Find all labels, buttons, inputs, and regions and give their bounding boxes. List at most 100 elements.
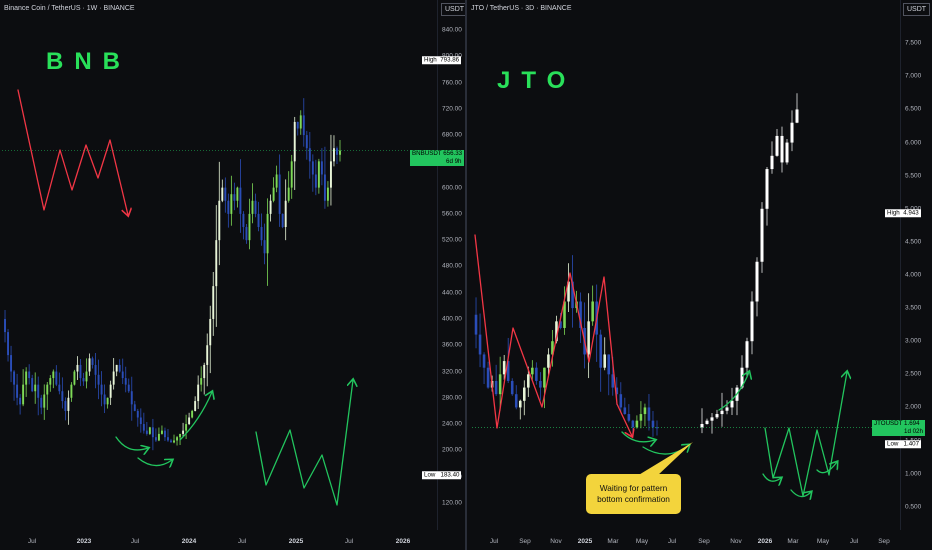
candle	[281, 213, 284, 229]
time-tick-label: Nov	[730, 538, 742, 545]
candle	[245, 223, 248, 244]
candle	[547, 348, 550, 375]
price-tick-label: 5.500	[905, 172, 922, 180]
bnb-plot-area[interactable]	[0, 0, 465, 550]
candle	[254, 193, 257, 218]
candle	[567, 263, 570, 313]
candle	[148, 426, 151, 435]
projected-candle	[720, 392, 724, 427]
candle	[28, 364, 31, 385]
candle	[79, 359, 82, 387]
candle	[127, 378, 130, 393]
candle	[19, 394, 22, 415]
candle	[296, 121, 299, 136]
time-tick-label: 2024	[181, 538, 197, 545]
price-tick-label: 2.500	[905, 370, 922, 378]
candle	[627, 404, 631, 423]
candle	[233, 182, 236, 211]
candle	[151, 418, 154, 451]
jto-green-bottom-arc-1[interactable]	[621, 431, 655, 442]
jto-price-axis-separator	[900, 0, 901, 530]
candle	[115, 364, 118, 377]
bnb-green-bottom-arc-1[interactable]	[115, 436, 148, 450]
candle	[16, 373, 19, 406]
jto-last-price-tag: JTOUSDT 1.694 1d 02h	[872, 420, 925, 436]
jto-green-w-pattern[interactable]	[764, 372, 847, 497]
candle	[623, 397, 627, 415]
price-tick-label: 240.00	[442, 420, 462, 428]
bnb-green-rise-arrow[interactable]	[179, 392, 212, 441]
candle	[163, 427, 166, 442]
candle	[182, 422, 185, 438]
candle	[478, 313, 482, 368]
jto-high-value: 4.943	[903, 209, 919, 217]
jto-low-value: 1.407	[903, 440, 920, 448]
candle	[498, 356, 502, 411]
candle	[482, 352, 486, 385]
candle	[145, 421, 148, 436]
jto-green-rise-arrow[interactable]	[718, 372, 749, 411]
candle	[64, 397, 67, 421]
candle	[25, 367, 28, 397]
candle	[7, 329, 10, 362]
bnb-red-m-pattern[interactable]	[17, 89, 128, 215]
bnb-green-bottom-arc-2[interactable]	[137, 457, 172, 466]
bnb-low-value: 183.40	[440, 471, 460, 479]
bnb-currency-button[interactable]: USDT	[441, 3, 465, 16]
candle	[284, 179, 287, 241]
candle	[518, 399, 522, 420]
candle	[607, 354, 611, 396]
candle	[263, 223, 266, 265]
candle	[510, 378, 514, 396]
jto-plot-area[interactable]	[467, 0, 932, 550]
pane-divider[interactable]	[465, 0, 467, 550]
candle	[514, 385, 518, 410]
candle	[94, 352, 97, 389]
candle	[272, 177, 275, 203]
bnb-chart-pane[interactable]: Binance Coin / TetherUS · 1W · BINANCE U…	[0, 0, 465, 550]
jto-low-tag: Low 1.407	[885, 440, 922, 448]
candle	[130, 376, 133, 421]
candle	[191, 409, 194, 419]
price-tick-label: 360.00	[442, 341, 462, 349]
jto-green-arc-b[interactable]	[790, 489, 811, 497]
candle	[635, 415, 639, 429]
candle-series	[474, 255, 659, 437]
jto-chart-pane[interactable]: JTO / TetherUS · 3D · BINANCE USDT JTO 7…	[467, 0, 932, 550]
price-tick-label: 600.00	[442, 184, 462, 192]
candle	[170, 438, 172, 443]
candle	[486, 361, 490, 389]
jto-green-arc-c[interactable]	[816, 462, 837, 474]
bnb-green-w-pattern[interactable]	[255, 380, 353, 506]
candle	[320, 148, 323, 186]
candle	[55, 365, 58, 387]
candle	[290, 154, 293, 199]
candle	[112, 358, 115, 390]
candle	[579, 292, 582, 344]
candle	[299, 110, 302, 135]
bnb-high-value: 793.86	[440, 56, 460, 64]
candle	[563, 286, 566, 335]
candle	[314, 159, 317, 196]
time-tick-label: 2023	[76, 538, 92, 545]
candle	[260, 213, 263, 246]
jto-green-arc-a[interactable]	[762, 473, 781, 481]
jto-red-m-pattern[interactable]	[474, 234, 632, 436]
candle	[157, 427, 160, 442]
projected-candle	[780, 126, 784, 173]
candle	[49, 375, 52, 392]
candle	[522, 380, 526, 416]
candle	[203, 362, 206, 395]
candle	[236, 186, 239, 208]
price-tick-label: 720.00	[442, 105, 462, 113]
candle	[31, 374, 34, 393]
time-tick-label: Jul	[849, 538, 859, 545]
candle	[655, 420, 659, 436]
price-tick-label: 4.500	[905, 238, 922, 246]
time-tick-label: Mar	[607, 538, 619, 545]
projected-candle	[735, 385, 739, 416]
pattern-callout[interactable]: Waiting for pattern bottom confirmation	[586, 474, 681, 514]
jto-currency-button[interactable]: USDT	[903, 3, 931, 16]
jto-high-label: High	[887, 209, 900, 217]
jto-high-tag: High 4.943	[885, 209, 921, 217]
